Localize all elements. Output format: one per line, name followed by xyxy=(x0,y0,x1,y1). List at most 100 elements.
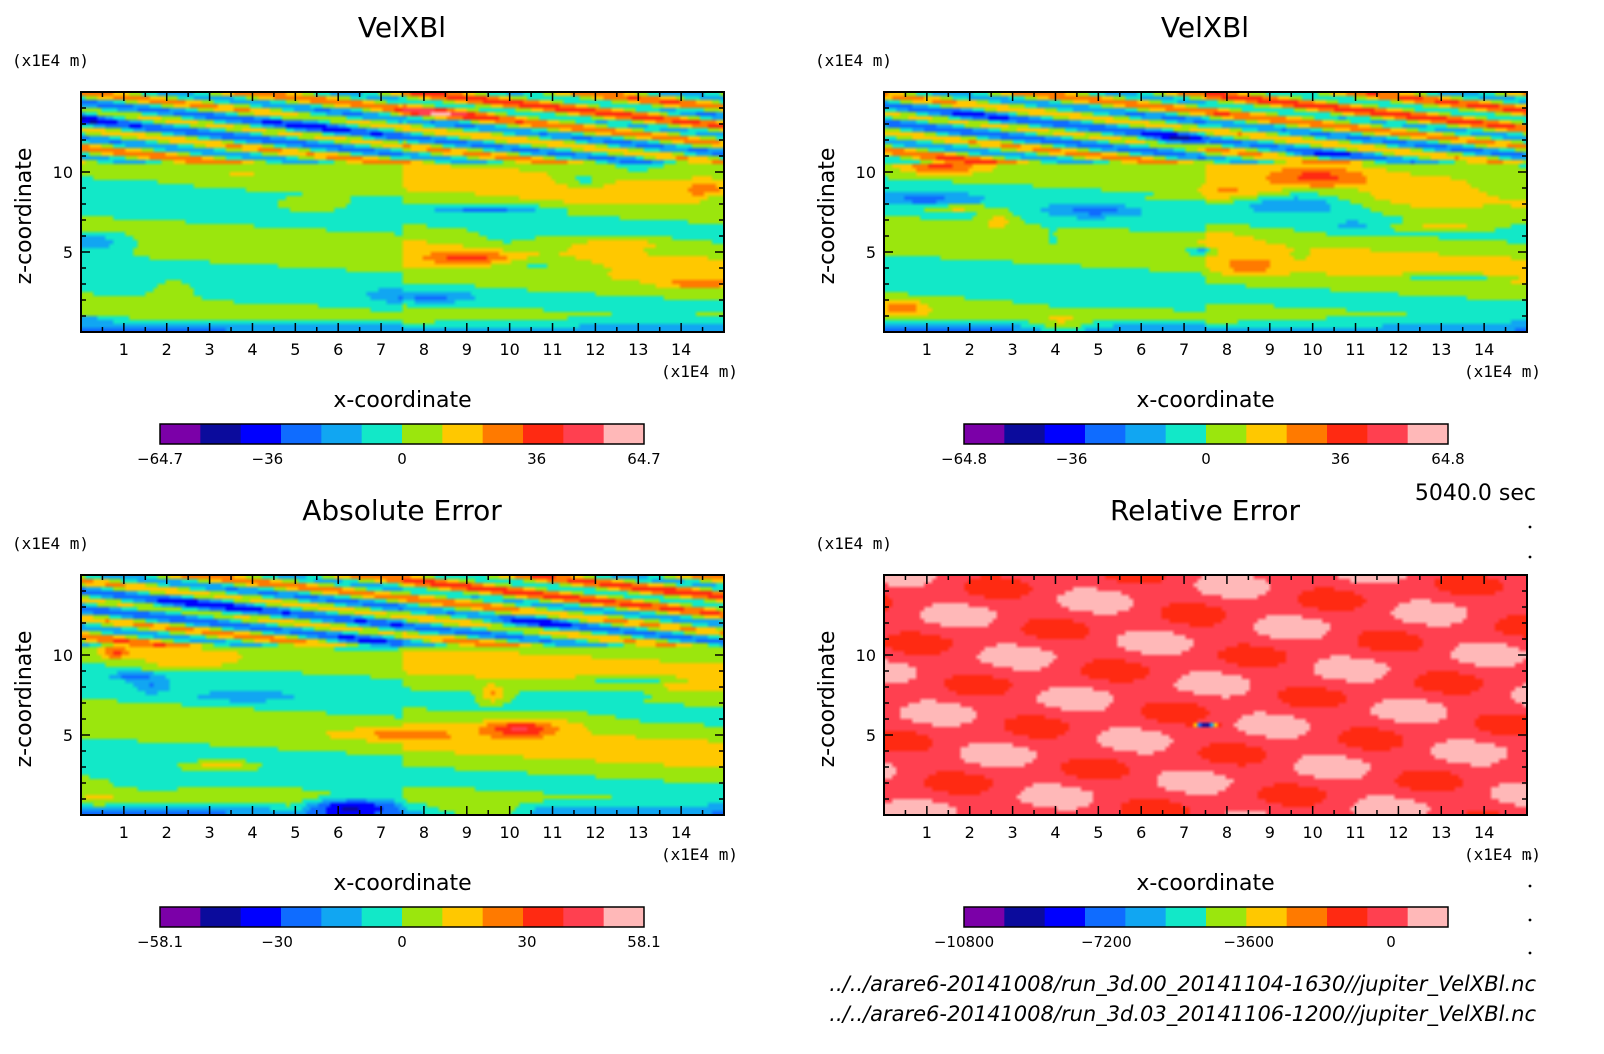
x-tick-label: 5 xyxy=(290,340,300,359)
colorbar: −10800 −7200 −3600 0 xyxy=(934,906,1449,951)
colorbar-segment xyxy=(1407,907,1449,927)
contour-field xyxy=(884,92,1527,332)
x-tick-label: 13 xyxy=(628,340,648,359)
colorbar-segment xyxy=(160,907,201,927)
colorbar-segment xyxy=(321,907,363,927)
colorbar-segment xyxy=(1125,907,1167,927)
colorbar-label: 0 xyxy=(1201,450,1211,468)
y-unit-label: (x1E4 m) xyxy=(12,534,89,553)
x-tick-label: 5 xyxy=(1093,823,1103,842)
colorbar: −64.7 −36 0 36 64.7 xyxy=(137,423,661,468)
colorbar-segment xyxy=(1165,907,1207,927)
x-tick-label: 10 xyxy=(1302,823,1322,842)
chart-title: Absolute Error xyxy=(302,494,502,527)
y-axis-label: z-coordinate xyxy=(12,148,37,285)
colorbar-segment xyxy=(1286,907,1328,927)
x-tick-label: 6 xyxy=(1136,823,1146,842)
x-tick-label: 14 xyxy=(671,340,691,359)
colorbar-segment xyxy=(1407,424,1449,444)
chart-title: VelXBl xyxy=(1161,11,1249,44)
contour-field xyxy=(81,92,724,332)
x-tick-label: 3 xyxy=(1008,823,1018,842)
y-tick-label: 5 xyxy=(63,726,73,745)
x-tick-label: 13 xyxy=(1431,823,1451,842)
colorbar-segment xyxy=(1085,424,1126,444)
x-unit-label: (x1E4 m) xyxy=(1464,845,1541,864)
y-unit-label: (x1E4 m) xyxy=(12,51,89,70)
colorbar-label: −36 xyxy=(1056,450,1088,468)
y-tick-label: 5 xyxy=(63,243,73,262)
colorbar-frame xyxy=(963,906,1449,928)
x-tick-label: 9 xyxy=(1265,823,1275,842)
x-unit-label: (x1E4 m) xyxy=(1464,362,1541,381)
x-tick-label: 2 xyxy=(162,823,172,842)
chart-panel-3: Absolute Error(x1E4 m)1 2 3 4 5 6 7 8 9 10 11 12 13 1… xyxy=(12,494,738,951)
dot-mark xyxy=(1528,555,1532,559)
colorbar-label: 0 xyxy=(397,933,407,951)
x-tick-label: 5 xyxy=(1093,340,1103,359)
x-tick-label: 10 xyxy=(1302,340,1322,359)
dot-mark xyxy=(1528,856,1532,860)
x-tick-label: 6 xyxy=(333,823,343,842)
x-tick-label: 9 xyxy=(1265,340,1275,359)
dot-mark xyxy=(1528,525,1532,529)
y-tick-label: 10 xyxy=(53,646,73,665)
x-tick-label: 5 xyxy=(290,823,300,842)
x-tick-label: 12 xyxy=(585,340,605,359)
x-tick-label: 1 xyxy=(922,823,932,842)
x-tick-label: 9 xyxy=(462,340,472,359)
x-tick-label: 14 xyxy=(1474,823,1494,842)
colorbar-label: −30 xyxy=(261,933,293,951)
colorbar: −58.1 −30 0 30 58.1 xyxy=(137,906,661,951)
x-tick-label: 1 xyxy=(119,340,129,359)
x-unit-label: (x1E4 m) xyxy=(661,362,738,381)
colorbar-segment xyxy=(482,907,524,927)
colorbar-label: −36 xyxy=(252,450,284,468)
x-axis-label: x-coordinate xyxy=(1136,871,1274,896)
trailing-dots xyxy=(1528,525,1532,955)
colorbar-segment xyxy=(1206,424,1247,444)
colorbar-label: 30 xyxy=(517,933,536,951)
chart-panel-1: VelXBl(x1E4 m)1 2 3 4 5 6 7 8 9 10 11 12 13 14510(x1E… xyxy=(12,11,738,468)
y-tick-label: 5 xyxy=(866,243,876,262)
x-tick-label: 11 xyxy=(1345,823,1365,842)
colorbar-segment xyxy=(1165,424,1207,444)
colorbar-label: −10800 xyxy=(934,933,994,951)
colorbar-segment xyxy=(1246,424,1288,444)
x-tick-label: 10 xyxy=(499,823,519,842)
colorbar-segment xyxy=(321,424,363,444)
x-tick-label: 8 xyxy=(419,340,429,359)
contour-field xyxy=(884,575,1527,815)
x-tick-label: 7 xyxy=(1179,340,1189,359)
y-axis-label: z-coordinate xyxy=(815,148,840,285)
x-tick-label: 13 xyxy=(628,823,648,842)
colorbar-segment xyxy=(442,424,484,444)
y-tick-label: 10 xyxy=(53,163,73,182)
colorbar-segment xyxy=(1367,424,1409,444)
colorbar-segment xyxy=(1044,424,1086,444)
colorbar-segment xyxy=(1004,907,1046,927)
colorbar-segment xyxy=(1004,424,1046,444)
x-tick-label: 6 xyxy=(1136,340,1146,359)
x-tick-label: 2 xyxy=(965,340,975,359)
colorbar-segment xyxy=(603,907,645,927)
colorbar-segment xyxy=(1125,424,1167,444)
x-tick-label: 1 xyxy=(119,823,129,842)
colorbar-segment xyxy=(281,907,322,927)
chart-title: Relative Error xyxy=(1110,494,1301,527)
colorbar-segment xyxy=(1327,907,1368,927)
x-tick-label: 7 xyxy=(376,823,386,842)
x-tick-label: 4 xyxy=(247,823,257,842)
colorbar-label: 58.1 xyxy=(627,933,660,951)
colorbar-segment xyxy=(1327,424,1368,444)
x-tick-label: 13 xyxy=(1431,340,1451,359)
x-tick-label: 3 xyxy=(1008,340,1018,359)
colorbar-segment xyxy=(160,424,201,444)
contour-field xyxy=(81,575,724,815)
colorbar-frame xyxy=(159,906,645,928)
colorbar-label: −64.7 xyxy=(137,450,183,468)
colorbar-label: −7200 xyxy=(1081,933,1132,951)
colorbar: −64.8 −36 0 36 64.8 xyxy=(941,423,1465,468)
time-label: 5040.0 sec xyxy=(1415,481,1536,506)
